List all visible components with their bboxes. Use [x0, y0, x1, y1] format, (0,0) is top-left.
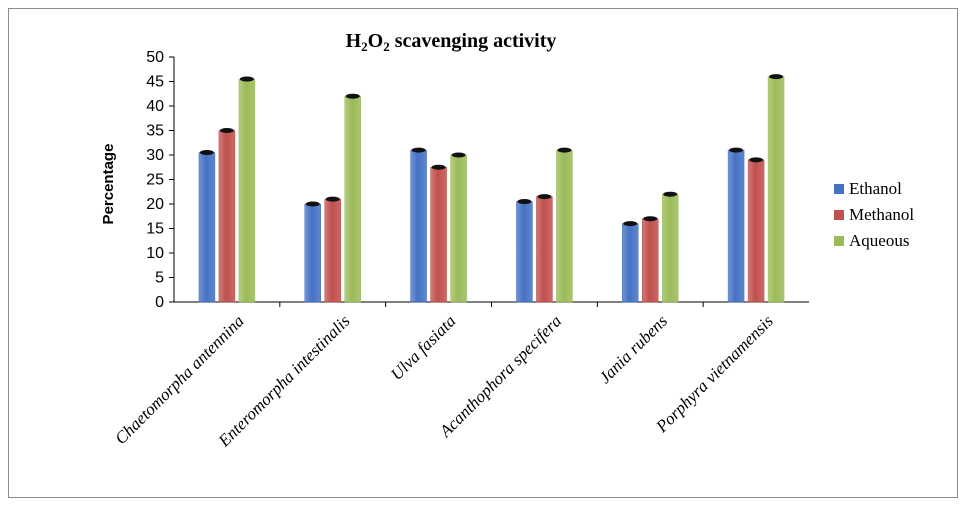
x-tick-label: Acanthophora specifera: [435, 311, 565, 441]
error-bar-cap: [345, 93, 360, 99]
bar-aqueous: [767, 76, 785, 303]
y-tick-label: 5: [155, 270, 164, 287]
error-bar-cap: [305, 201, 320, 207]
bar-methanol: [642, 218, 659, 303]
title-sub-1: 2: [361, 39, 368, 54]
bar-aqueous: [344, 95, 361, 303]
error-bar-cap: [219, 128, 234, 133]
bar-ethanol: [622, 223, 639, 303]
title-o: O: [368, 30, 384, 52]
legend: Ethanol Methanol Aqueous: [834, 179, 914, 250]
bar-methanol: [430, 167, 447, 303]
bar-methanol: [218, 130, 236, 303]
chart-frame: H2O2 scavenging activity Percentage 0 5 10…: [8, 8, 958, 498]
error-bar-cap: [451, 152, 466, 158]
bar-methanol: [536, 196, 553, 303]
bar-aqueous: [238, 78, 256, 303]
legend-label-aqueous: Aqueous: [849, 231, 909, 250]
bar-aqueous: [450, 154, 467, 303]
bar-ethanol: [727, 149, 745, 303]
x-tick-label: Jania rubens: [595, 311, 671, 387]
bar-chart: H2O2 scavenging activity Percentage 0510…: [100, 30, 914, 451]
error-bar-cap: [557, 147, 572, 153]
legend-swatch-aqueous: [834, 236, 844, 246]
y-tick-label: 20: [146, 196, 164, 213]
y-axis-label: Percentage: [100, 144, 117, 225]
chart-title: H2O2 scavenging activity: [346, 30, 557, 54]
y-tick-label: 30: [146, 147, 164, 164]
legend-swatch-ethanol: [834, 184, 844, 194]
y-tick-label: 15: [146, 221, 164, 238]
error-bar-cap: [663, 191, 678, 197]
error-bar-cap: [623, 221, 638, 227]
y-tick-label: 45: [146, 74, 164, 91]
bar-aqueous: [556, 149, 573, 303]
x-tick-label: Porphyra vietnamensis: [652, 311, 778, 437]
x-tick-label: Ulva fasiata: [387, 311, 460, 384]
error-bar-cap: [769, 74, 784, 80]
bar-aqueous: [662, 193, 679, 303]
bar-methanol: [747, 159, 765, 303]
error-bar-cap: [517, 199, 532, 205]
y-tick-label: 25: [146, 172, 164, 189]
error-bar-cap: [729, 147, 744, 153]
bar-ethanol: [410, 149, 427, 303]
title-rest: scavenging activity: [390, 30, 557, 52]
y-tick-label: 0: [155, 294, 164, 311]
legend-swatch-methanol: [834, 210, 844, 220]
error-bar-cap: [325, 196, 340, 202]
bar-ethanol: [516, 201, 533, 303]
error-bar-cap: [411, 147, 426, 153]
bar-methanol: [324, 198, 341, 303]
y-tick-label: 35: [146, 123, 164, 140]
legend-label-methanol: Methanol: [849, 205, 914, 224]
error-bar-cap: [199, 150, 214, 156]
error-bar-cap: [537, 194, 552, 200]
error-bar-cap: [239, 76, 254, 82]
bar-ethanol: [304, 203, 321, 303]
bar-ethanol: [198, 152, 216, 303]
error-bar-cap: [431, 164, 446, 170]
svg-text:H2O2 scavenging activity: H2O2 scavenging activity: [346, 30, 557, 54]
y-tick-label: 10: [146, 245, 164, 262]
y-tick-label: 40: [146, 98, 164, 115]
legend-label-ethanol: Ethanol: [849, 179, 902, 198]
title-sub-2: 2: [383, 39, 390, 54]
error-bar-cap: [643, 216, 658, 222]
y-tick-label: 50: [146, 49, 164, 66]
title-h: H: [346, 30, 362, 52]
error-bar-cap: [749, 157, 764, 163]
